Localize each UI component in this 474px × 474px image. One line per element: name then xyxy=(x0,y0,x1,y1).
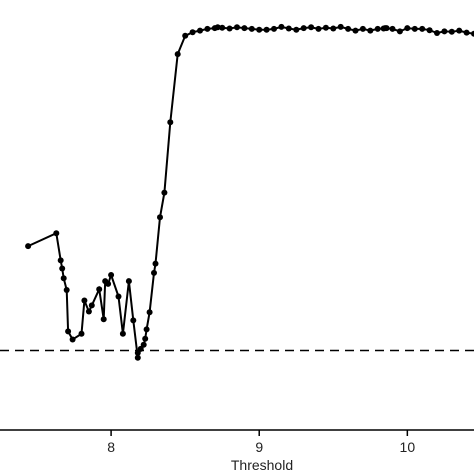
data-point xyxy=(434,30,440,36)
data-point xyxy=(130,317,137,324)
data-point xyxy=(374,25,381,32)
data-point xyxy=(140,341,147,348)
data-point xyxy=(142,335,149,342)
data-point xyxy=(69,336,76,343)
data-point xyxy=(143,326,150,333)
x-axis-ticks: 8 9 10 xyxy=(107,430,415,455)
x-axis-title: Threshold xyxy=(231,457,293,473)
series-points xyxy=(25,23,474,361)
data-point xyxy=(53,230,60,237)
data-point xyxy=(404,25,411,32)
data-point xyxy=(204,25,211,32)
data-point xyxy=(25,243,32,250)
data-point xyxy=(271,25,277,32)
data-point xyxy=(337,23,344,30)
data-point xyxy=(234,24,240,31)
data-point xyxy=(100,316,107,323)
data-point xyxy=(65,328,72,335)
data-point xyxy=(471,30,474,37)
data-point xyxy=(146,309,153,316)
data-point xyxy=(63,287,70,293)
data-point xyxy=(81,297,88,304)
data-point xyxy=(57,257,64,264)
data-point xyxy=(308,24,315,31)
data-point xyxy=(248,25,255,32)
data-point xyxy=(152,260,159,267)
data-point xyxy=(419,25,426,32)
data-point xyxy=(441,28,448,35)
data-point xyxy=(119,330,126,337)
data-point xyxy=(137,345,144,352)
data-point xyxy=(182,32,189,39)
data-point xyxy=(396,28,403,35)
x-tick-label: 10 xyxy=(400,439,416,455)
data-point xyxy=(367,27,374,34)
data-point xyxy=(174,51,181,58)
data-point xyxy=(256,26,263,33)
x-tick-label: 8 xyxy=(107,439,115,455)
data-point xyxy=(322,24,329,31)
data-point xyxy=(78,330,85,337)
data-point xyxy=(161,189,168,196)
data-point xyxy=(134,354,141,361)
data-point xyxy=(197,27,203,34)
data-point xyxy=(96,286,103,293)
data-point xyxy=(108,272,115,278)
data-point xyxy=(448,28,455,35)
data-point xyxy=(167,119,174,126)
data-point xyxy=(315,25,322,32)
data-point xyxy=(189,29,196,36)
data-point xyxy=(219,24,226,31)
data-point xyxy=(330,25,337,32)
data-point xyxy=(88,302,95,309)
data-point xyxy=(411,25,418,32)
data-point xyxy=(157,214,163,221)
data-point xyxy=(383,25,390,32)
data-point xyxy=(151,269,157,276)
data-point xyxy=(463,29,470,36)
data-point xyxy=(226,25,233,32)
data-point xyxy=(345,25,352,32)
data-point xyxy=(352,27,359,34)
data-point xyxy=(389,25,396,32)
data-point xyxy=(59,265,66,272)
data-point xyxy=(125,278,132,285)
data-point xyxy=(241,25,248,32)
data-point xyxy=(115,293,122,300)
data-point xyxy=(285,25,292,32)
series-line xyxy=(27,25,474,358)
data-point xyxy=(60,275,67,282)
data-point xyxy=(456,27,463,34)
data-point xyxy=(359,25,366,32)
data-point xyxy=(85,308,92,315)
data-point xyxy=(214,24,221,31)
data-point xyxy=(426,27,433,34)
data-point xyxy=(263,26,270,33)
data-point xyxy=(293,26,300,33)
x-tick-label: 9 xyxy=(255,439,263,455)
data-point xyxy=(105,280,112,287)
data-point xyxy=(300,25,307,32)
data-point xyxy=(278,23,285,30)
